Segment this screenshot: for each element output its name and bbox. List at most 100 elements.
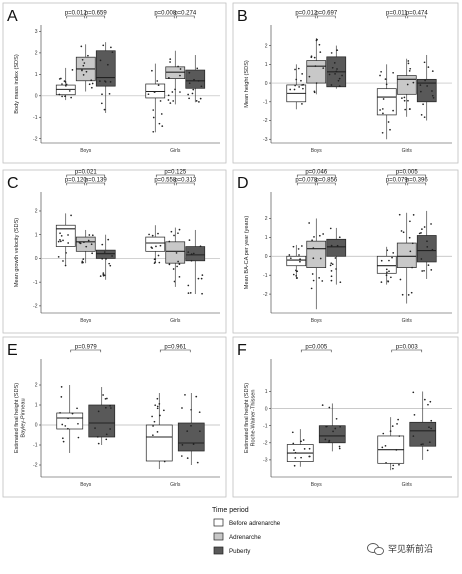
box-body [416,78,437,103]
bracket-line [86,15,106,19]
data-point [379,109,381,111]
box-puberty [416,54,437,121]
data-point [96,436,99,438]
data-point [184,393,186,396]
data-point [201,292,203,295]
y-tick-label: -2 [263,440,268,446]
box-body [416,235,437,263]
data-point [335,268,337,270]
data-point [111,255,113,257]
category-label: Boys [80,148,92,154]
data-point [81,58,84,61]
panel-b: B -3 -2 -1 0 1 2 Mean height (SDS) Boys Girls p=0.… [232,2,459,164]
data-point [336,49,339,52]
data-point [198,411,201,414]
data-point [156,397,159,400]
data-point [70,214,72,217]
data-point [104,397,107,400]
box-body [185,69,206,89]
data-point [201,274,204,277]
data-point [293,464,296,467]
data-point [192,88,195,91]
data-point [60,240,62,243]
box-before-adrenarche [145,63,166,133]
box-body [376,255,397,274]
data-point [426,246,429,248]
data-point [177,260,179,263]
data-point [187,251,190,253]
data-point [404,108,407,111]
data-point [103,108,106,111]
data-point [420,258,423,260]
data-point [339,425,341,428]
data-point [386,249,389,252]
data-point [104,406,107,409]
significance-bracket: p=0.313 [174,178,197,186]
data-point [335,417,338,420]
y-axis-title: Mean height (SDS) [244,60,250,108]
data-point [152,434,154,437]
data-point [312,257,315,260]
y-tick-label: -1 [263,423,268,429]
box-puberty [326,45,347,89]
category-label: Boys [311,482,323,488]
significance-bracket: p=0.659 [85,11,107,19]
data-point [321,404,324,406]
data-point [152,109,155,111]
data-point [188,71,191,74]
data-point [288,254,291,256]
data-point [392,252,395,254]
data-point [341,74,343,77]
box-body [165,241,186,264]
data-point [330,270,333,272]
data-point [315,39,318,42]
data-point [106,397,108,400]
data-point [61,423,64,426]
box-puberty [177,393,205,465]
data-point [313,91,316,94]
data-point [161,125,164,127]
y-tick-label: 1 [265,235,268,241]
p-value-label: p=0.139 [85,178,108,184]
data-point [159,100,162,102]
data-point [153,91,156,93]
p-value-label: p=0.003 [396,345,419,351]
significance-bracket: p=0.558 [154,178,177,186]
data-point [200,277,203,280]
data-point [156,431,159,433]
data-point [192,252,195,255]
y-axis-title: Mean BA-CA per year (years) [244,216,250,290]
significance-bracket: p=0.021 [66,170,106,178]
panel-e: E -2 -1 0 1 2 Estimated final height (SDS)Bayl… [2,336,227,498]
panels-group: A -2 -1 0 1 2 3 Body mass index (SDS) Boys Girls p… [2,2,459,498]
box-before-adrenarche [286,244,307,279]
data-point [332,430,334,433]
significance-bracket: p=0.079 [386,178,408,186]
data-point [308,75,311,78]
p-value-label: p=0.125 [164,170,187,176]
data-point [109,428,111,430]
significance-bracket: p=0.396 [406,178,428,186]
data-point [303,447,306,450]
data-point [59,232,61,235]
data-point [334,427,337,430]
legend-item-before: Before adrenarche [229,520,281,527]
data-point [102,272,105,275]
data-point [188,239,191,241]
data-point [58,93,61,96]
data-point [296,277,299,279]
data-point [385,268,388,271]
data-point [296,270,299,273]
y-tick-label: 1 [35,232,38,238]
box-body [88,404,116,438]
data-point [407,60,410,62]
data-point [330,275,333,278]
data-point [168,240,171,243]
box-before-adrenarche [56,385,84,453]
bracket-line [66,15,86,19]
data-point [64,84,67,87]
y-tick-label: -2 [33,136,38,142]
y-tick-label: 0 [265,406,268,412]
data-point [293,449,295,451]
data-point [102,44,105,47]
